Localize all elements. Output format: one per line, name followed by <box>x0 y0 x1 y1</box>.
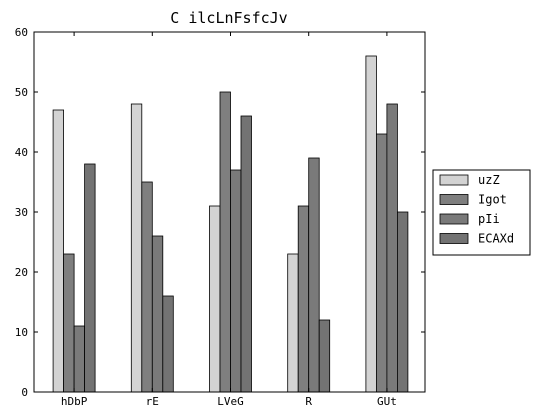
x-tick-label: hDbP <box>61 395 88 408</box>
bar-Igot-hDbP <box>63 253 75 393</box>
bars-layer <box>52 55 409 393</box>
x-tick-label: rE <box>146 395 159 408</box>
bar-ECAXd-LVeG <box>240 115 252 393</box>
bar-Igot-R <box>297 205 310 393</box>
legend-label-Igot: Igot <box>478 193 507 207</box>
bar-pIi-GUt <box>386 103 398 393</box>
legend-label-pIi: pIi <box>478 212 500 226</box>
legend-swatch-uzZ <box>439 174 469 186</box>
y-tick-label: 40 <box>15 146 28 159</box>
y-tick-label: 60 <box>15 26 28 39</box>
legend: uzZ Igot pIi ECAXd <box>432 169 531 256</box>
bar-ECAXd-hDbP <box>84 163 96 393</box>
legend-label-ECAXd: ECAXd <box>478 232 514 246</box>
y-tick-label: 10 <box>15 326 28 339</box>
y-tick-label: 50 <box>15 86 28 99</box>
x-tick-label: LVeG <box>217 395 244 408</box>
bar-pIi-rE <box>151 235 164 393</box>
legend-swatch-ECAXd <box>439 233 469 244</box>
legend-swatch-Igot <box>439 194 469 205</box>
bar-pIi-hDbP <box>73 325 85 393</box>
x-tick-label: R <box>305 395 312 408</box>
bar-uzZ-hDbP <box>52 109 64 393</box>
bar-Igot-LVeG <box>219 91 231 393</box>
x-tick-label: GUt <box>377 395 397 408</box>
bar-ECAXd-GUt <box>396 211 409 393</box>
axis-layer: 0 10 20 30 40 50 60 hDbP rE LVeG R GUt <box>15 26 425 408</box>
chart-title: C ilcLnFsfcJv <box>170 9 287 27</box>
bar-ECAXd-R <box>318 319 331 393</box>
bar-pIi-LVeG <box>230 169 242 393</box>
bar-Igot-rE <box>141 181 153 393</box>
bar-uzZ-LVeG <box>209 205 221 393</box>
y-tick-label: 20 <box>15 266 28 279</box>
bar-uzZ-rE <box>130 103 143 393</box>
y-tick-label: 30 <box>15 206 28 219</box>
bar-ECAXd-rE <box>162 295 174 393</box>
bar-uzZ-R <box>287 253 299 393</box>
bar-pIi-R <box>308 157 320 393</box>
legend-swatch-pIi <box>439 213 469 225</box>
y-tick-label: 0 <box>21 386 28 399</box>
bar-uzZ-GUt <box>365 55 377 393</box>
legend-label-uzZ: uzZ <box>478 173 500 187</box>
bar-Igot-GUt <box>375 133 388 393</box>
